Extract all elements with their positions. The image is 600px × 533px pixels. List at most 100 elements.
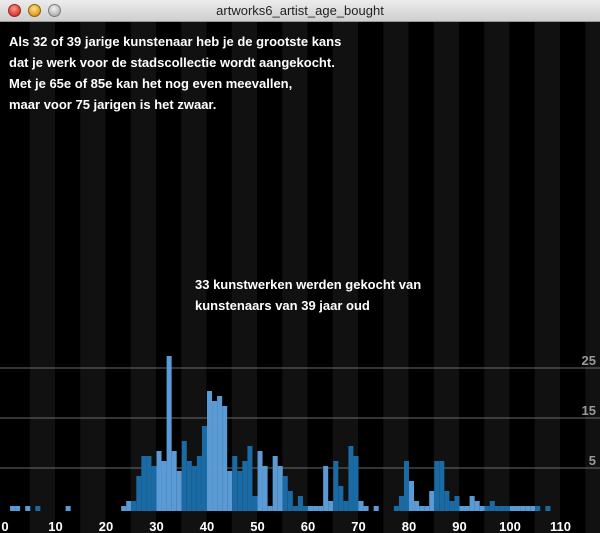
- background-stripe: [484, 22, 510, 533]
- x-tick-label: 40: [200, 519, 214, 533]
- bar-age-39: [201, 426, 207, 511]
- bar-age-78: [398, 496, 404, 511]
- background-stripe: [585, 22, 600, 533]
- bar-age-52: [267, 506, 273, 511]
- bar-age-83: [424, 506, 430, 511]
- bar-age-71: [363, 506, 369, 511]
- bar-age-40: [207, 391, 213, 511]
- minimize-window-button[interactable]: [28, 4, 41, 17]
- bar-age-69: [353, 456, 359, 511]
- x-tick-label: 0: [1, 519, 8, 533]
- bar-age-67: [343, 501, 349, 511]
- bar-age-65: [333, 461, 339, 511]
- x-tick-label: 20: [99, 519, 113, 533]
- bar-age-101: [515, 506, 521, 511]
- bar-age-56: [287, 491, 293, 511]
- bar-age-50: [257, 451, 263, 511]
- background-stripe: [282, 22, 308, 533]
- background-stripe: [534, 22, 560, 533]
- bar-age-84: [429, 491, 435, 511]
- bar-age-103: [525, 506, 531, 511]
- bar-age-90: [459, 506, 465, 511]
- background-stripe: [130, 22, 156, 533]
- background-stripe: [80, 22, 106, 533]
- bar-age-61: [313, 506, 319, 511]
- bar-age-53: [272, 456, 278, 511]
- maximize-window-button[interactable]: [48, 4, 61, 17]
- x-tick-label: 70: [351, 519, 365, 533]
- age-histogram-chart: 0 10 20 30 40 50 60 70 80 90 100 110 5 15 25: [0, 22, 600, 533]
- close-window-button[interactable]: [8, 4, 21, 17]
- bar-age-55: [282, 476, 288, 511]
- y-tick-labels: 5 15 25: [582, 353, 596, 468]
- bar-age-85: [434, 461, 440, 511]
- bar-age-30: [156, 451, 162, 511]
- bar-age-33: [171, 451, 177, 511]
- bar-age-77: [393, 506, 399, 511]
- bar-age-63: [323, 466, 329, 511]
- bar-age-25: [131, 501, 137, 511]
- bar-age-43: [222, 406, 228, 511]
- bar-age-94: [479, 506, 485, 511]
- bar-age-81: [414, 501, 420, 511]
- bar-age-88: [449, 501, 455, 511]
- bar-age-27: [141, 456, 147, 511]
- bar-age-35: [181, 441, 187, 511]
- bar-age-46: [237, 471, 243, 511]
- x-tick-label: 100: [499, 519, 521, 533]
- x-tick-label: 60: [301, 519, 315, 533]
- y-tick-label: 15: [582, 403, 596, 418]
- background-stripe: [383, 22, 409, 533]
- annotation-line-1: 33 kunstwerken werden gekocht van: [195, 277, 422, 292]
- bars: [10, 356, 551, 511]
- background-stripe: [433, 22, 459, 533]
- bar-age-62: [318, 506, 324, 511]
- background-stripe: [332, 22, 358, 533]
- bar-age-4: [25, 506, 31, 511]
- x-tick-label: 50: [250, 519, 264, 533]
- x-tick-label: 110: [550, 519, 571, 533]
- bar-age-96: [489, 501, 495, 511]
- headline-text: Als 32 of 39 jarige kunstenaar heb je de…: [9, 31, 429, 115]
- bar-age-32: [166, 356, 172, 511]
- bar-age-1: [10, 506, 16, 511]
- hover-annotation: 33 kunstwerken werden gekocht van kunste…: [195, 274, 495, 316]
- bar-age-64: [328, 501, 334, 511]
- background-stripe: [29, 22, 55, 533]
- headline-line-1: Als 32 of 39 jarige kunstenaar heb je de…: [9, 34, 342, 49]
- background-stripe: [231, 22, 257, 533]
- bar-age-59: [302, 506, 308, 511]
- bar-age-6: [35, 506, 41, 511]
- bar-age-47: [242, 461, 248, 511]
- bar-age-79: [403, 461, 409, 511]
- bar-age-87: [444, 491, 450, 511]
- bar-age-102: [520, 506, 526, 511]
- bar-age-36: [186, 461, 192, 511]
- bar-age-54: [277, 466, 283, 511]
- bar-age-105: [535, 506, 541, 511]
- bar-age-97: [494, 506, 500, 511]
- bar-age-93: [474, 501, 480, 511]
- bar-age-42: [217, 396, 223, 511]
- bar-age-68: [348, 446, 354, 511]
- x-tick-label: 80: [402, 519, 416, 533]
- bar-age-28: [146, 456, 152, 511]
- bar-age-82: [419, 506, 425, 511]
- x-tick-label: 90: [452, 519, 466, 533]
- bar-age-100: [510, 506, 516, 511]
- y-tick-label: 25: [582, 353, 596, 368]
- x-tick-label: 10: [48, 519, 62, 533]
- bar-age-12: [65, 506, 71, 511]
- bar-age-2: [15, 506, 21, 511]
- window-titlebar[interactable]: artworks6_artist_age_bought: [0, 0, 600, 22]
- bar-age-31: [161, 461, 167, 511]
- annotation-line-2: kunstenaars van 39 jaar oud: [195, 298, 370, 313]
- headline-line-4: maar voor 75 jarigen is het zwaar.: [9, 97, 217, 112]
- headline-line-2: dat je werk voor de stadscollectie wordt…: [9, 55, 335, 70]
- bar-age-80: [409, 481, 415, 511]
- bar-age-24: [126, 501, 132, 511]
- bar-age-95: [484, 506, 490, 511]
- bar-age-58: [297, 496, 303, 511]
- bar-age-73: [373, 506, 379, 511]
- bar-age-41: [212, 401, 218, 511]
